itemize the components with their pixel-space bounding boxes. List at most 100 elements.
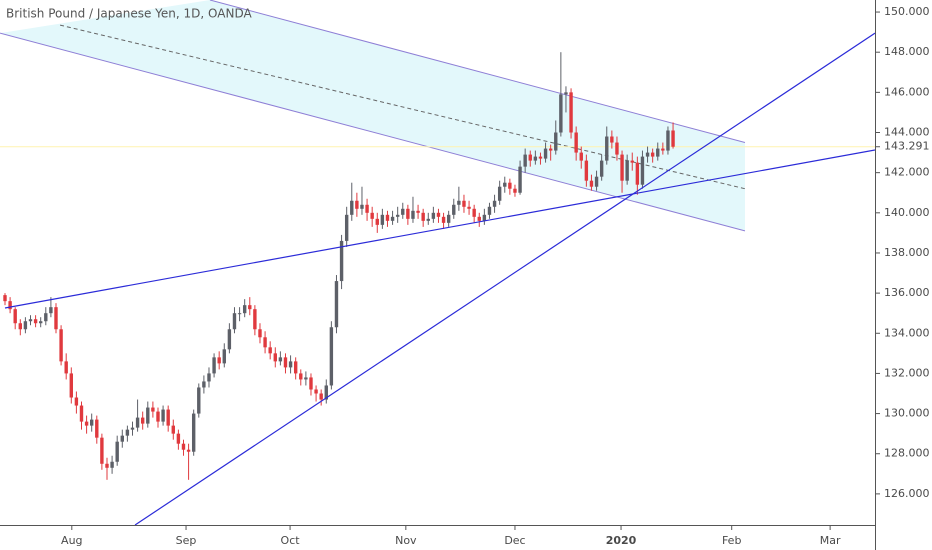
candle-body	[283, 357, 288, 368]
x-tick-label: Aug	[61, 534, 82, 547]
candle-body	[64, 361, 68, 374]
candle-body	[13, 309, 17, 324]
x-tick-label: 2020	[606, 534, 637, 547]
candle-body	[212, 357, 216, 374]
candle-body	[344, 214, 349, 241]
candle-body	[299, 373, 303, 380]
candle-body	[293, 361, 298, 374]
candle-body	[360, 204, 364, 209]
candle-body	[543, 148, 548, 159]
candle-body	[528, 154, 532, 161]
candle-body	[574, 132, 578, 153]
candle-body	[171, 425, 175, 434]
candle-body	[253, 309, 257, 330]
plot-area	[0, 0, 875, 525]
y-tick-label: 144.000	[884, 126, 930, 139]
candle-body	[645, 152, 650, 157]
x-tick-label: Sep	[176, 534, 197, 547]
candle-body	[191, 413, 196, 452]
candle-body	[533, 156, 538, 161]
candle-body	[166, 409, 170, 426]
channel-line	[209, 0, 746, 144]
candle-body	[441, 216, 446, 223]
candle-body	[599, 160, 604, 177]
candle-body	[523, 154, 527, 167]
candle-body	[84, 421, 89, 426]
candle-body	[125, 429, 130, 436]
candle-body	[605, 136, 609, 161]
candle-body	[176, 433, 181, 444]
candle-body	[222, 349, 226, 364]
candle-body	[375, 218, 379, 225]
candle-body	[319, 393, 323, 400]
candle-body	[370, 212, 374, 219]
x-tick-label: Mar	[820, 534, 841, 547]
chart-title: British Pound / Japanese Yen, 1D, OANDA	[6, 7, 252, 21]
last-price-label: 143.291	[884, 140, 930, 153]
candle-body	[161, 409, 165, 422]
candle-body	[406, 208, 410, 219]
candle-body	[656, 148, 660, 157]
candle-body	[38, 321, 43, 324]
candle-body	[554, 132, 558, 151]
candle-body	[339, 240, 344, 282]
candle-body	[620, 154, 624, 181]
candle-body	[538, 156, 543, 159]
candle-body	[492, 200, 497, 207]
y-tick-label: 134.000	[884, 326, 930, 339]
candle-body	[100, 437, 104, 464]
x-tick-label: Nov	[395, 534, 417, 547]
candle-body	[258, 329, 262, 338]
channel-line	[0, 32, 746, 232]
candle-body	[640, 156, 645, 185]
candle-body	[457, 200, 461, 205]
candle-body	[579, 152, 583, 161]
candle-body	[518, 166, 522, 193]
candle-body	[105, 463, 109, 468]
candle-body	[503, 182, 507, 187]
y-tick-label: 150.000	[884, 5, 930, 18]
candle-body	[49, 307, 53, 314]
candle-body	[666, 130, 670, 151]
candle-body	[273, 353, 277, 362]
candle-body	[650, 152, 655, 157]
candle-body	[95, 419, 99, 438]
y-tick-label: 130.000	[884, 407, 930, 420]
candle-body	[594, 176, 599, 187]
x-tick-label: Dec	[504, 534, 525, 547]
y-tick-label: 140.000	[884, 206, 930, 219]
candle-body	[309, 377, 313, 390]
candle-body	[120, 435, 124, 442]
candle-body	[79, 405, 84, 422]
candle-body	[671, 130, 675, 147]
candle-body	[202, 381, 206, 388]
y-tick-label: 146.000	[884, 85, 930, 98]
candle-body	[355, 200, 359, 209]
candle-body	[197, 387, 201, 414]
candle-body	[186, 449, 191, 452]
candle-body	[227, 329, 232, 350]
candle-body	[8, 301, 12, 310]
candle-body	[329, 327, 334, 386]
candle-body	[610, 136, 614, 143]
candle-body	[156, 411, 160, 422]
candle-body	[248, 305, 252, 310]
candle-body	[242, 305, 247, 314]
candle-body	[497, 186, 502, 201]
channel-line	[59, 24, 746, 190]
candle-body	[411, 210, 415, 219]
candle-body	[569, 92, 573, 133]
candle-body	[380, 214, 385, 225]
trend-line	[4, 149, 875, 309]
candle-body	[59, 329, 63, 362]
candle-body	[467, 206, 471, 209]
candle-body	[232, 313, 237, 330]
y-tick-label: 142.000	[884, 166, 930, 179]
candle-body	[28, 319, 33, 322]
candle-body	[589, 180, 594, 187]
candle-body	[278, 357, 283, 362]
y-tick-label: 132.000	[884, 366, 930, 379]
candle-body	[314, 389, 318, 394]
candle-body	[436, 212, 441, 217]
